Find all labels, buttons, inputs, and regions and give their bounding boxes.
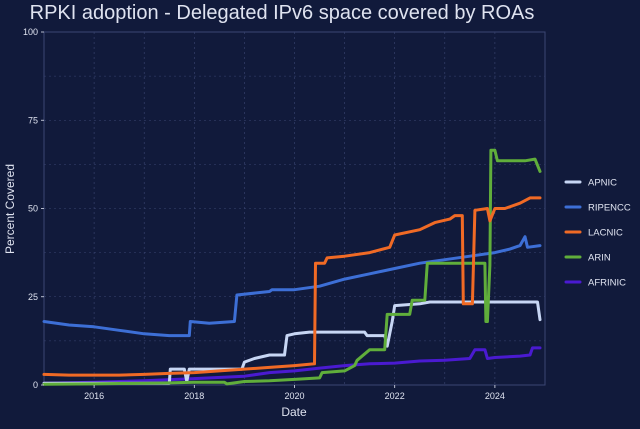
chart-title: RPKI adoption - Delegated IPv6 space cov… bbox=[30, 2, 535, 24]
grid bbox=[44, 32, 545, 385]
y-tick-label: 0 bbox=[33, 380, 38, 390]
series-line-lacnic bbox=[42, 196, 542, 377]
y-tick-label: 25 bbox=[28, 292, 38, 302]
y-tick-label: 50 bbox=[28, 204, 38, 214]
legend-label-arin: ARIN bbox=[588, 253, 611, 264]
x-tick-label: 2024 bbox=[485, 391, 505, 401]
x-axis-label: Date bbox=[281, 405, 307, 419]
series-line-ripencc bbox=[42, 235, 542, 338]
series-lines bbox=[42, 148, 542, 386]
x-tick-label: 2022 bbox=[385, 391, 405, 401]
legend: APNIC RIPENCC LACNIC ARIN AFRINIC bbox=[564, 178, 631, 289]
legend-label-lacnic: LACNIC bbox=[588, 228, 623, 239]
x-tick-label: 2016 bbox=[84, 391, 104, 401]
series-line-arin bbox=[42, 148, 542, 386]
x-tick-label: 2020 bbox=[284, 391, 304, 401]
y-tick-label: 75 bbox=[28, 115, 38, 125]
legend-label-ripencc: RIPENCC bbox=[588, 203, 631, 214]
y-tick-label: 100 bbox=[23, 27, 38, 37]
y-axis-label: Percent Covered bbox=[3, 164, 17, 254]
legend-label-afrinic: AFRINIC bbox=[588, 278, 626, 289]
series-line-afrinic bbox=[42, 346, 542, 385]
legend-label-apnic: APNIC bbox=[588, 178, 617, 189]
x-tick-label: 2018 bbox=[184, 391, 204, 401]
axes: 2016 2018 2020 2022 2024 0 25 50 75 100 bbox=[23, 27, 505, 401]
